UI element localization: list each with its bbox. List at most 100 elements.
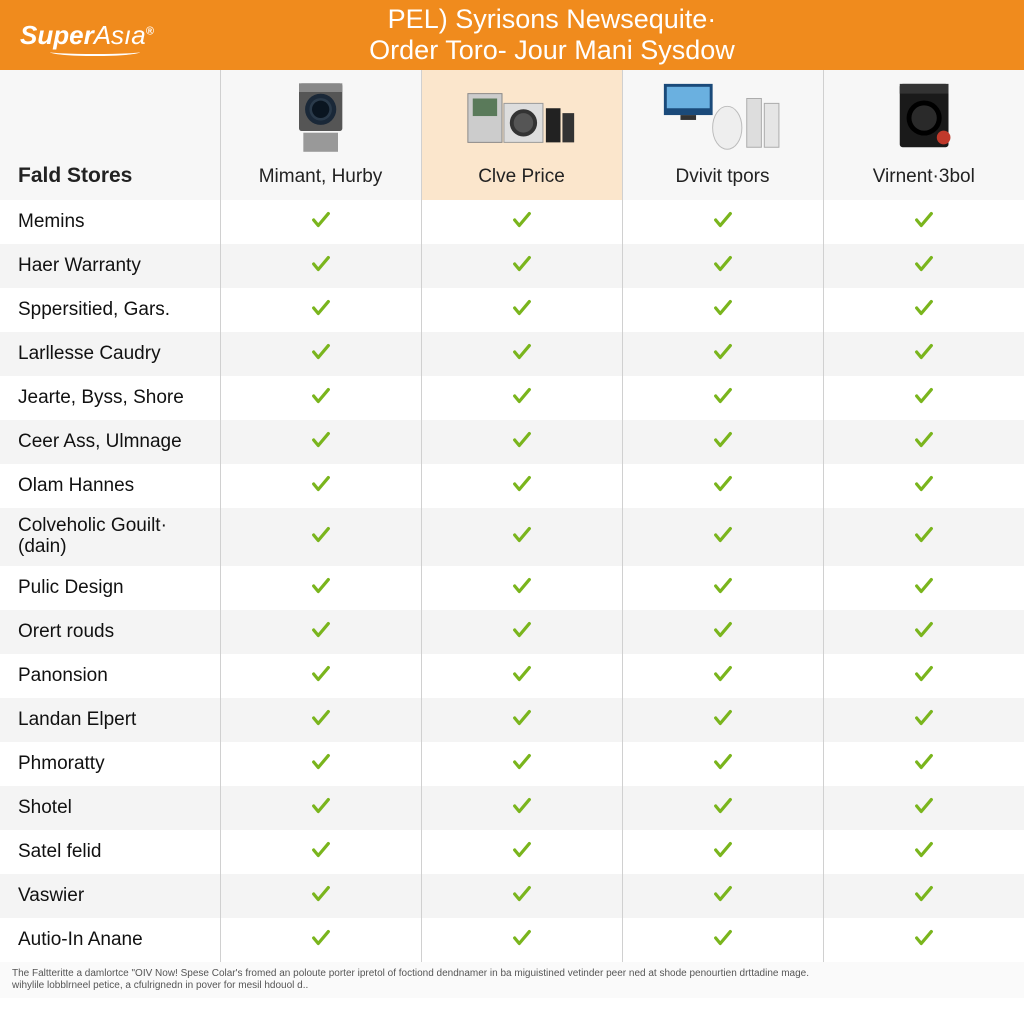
brand-logo: SuperAsıa® bbox=[20, 20, 200, 51]
feature-cell bbox=[220, 874, 421, 918]
logo-super: Super bbox=[20, 20, 94, 50]
table-header-row: Fald Stores Mimant, Hurby bbox=[0, 70, 1024, 200]
feature-cell bbox=[823, 464, 1024, 508]
table-row: Pulic Design bbox=[0, 566, 1024, 610]
check-icon bbox=[511, 473, 533, 495]
feature-cell bbox=[823, 288, 1024, 332]
check-icon bbox=[913, 883, 935, 905]
title-line1: PEL) Syrisons Newsequite· bbox=[200, 4, 904, 35]
check-icon bbox=[310, 707, 332, 729]
feature-cell bbox=[823, 786, 1024, 830]
feature-label: Ceer Ass, Ulmnage bbox=[0, 420, 220, 464]
check-icon bbox=[712, 707, 734, 729]
table-row: Autio-In Anane bbox=[0, 918, 1024, 962]
feature-cell bbox=[622, 786, 823, 830]
header-title: PEL) Syrisons Newsequite· Order Toro- Jo… bbox=[200, 4, 1004, 66]
check-icon bbox=[511, 751, 533, 773]
product-col-3[interactable]: Dvivit tpors bbox=[622, 70, 823, 200]
check-icon bbox=[310, 927, 332, 949]
check-icon bbox=[712, 575, 734, 597]
feature-cell bbox=[220, 610, 421, 654]
check-icon bbox=[913, 297, 935, 319]
feature-cell bbox=[823, 698, 1024, 742]
check-icon bbox=[712, 209, 734, 231]
feature-label: Satel felid bbox=[0, 830, 220, 874]
check-icon bbox=[310, 883, 332, 905]
check-icon bbox=[913, 524, 935, 546]
footer-note: The Faltteritte a damlortce "OIV Now! Sp… bbox=[0, 962, 1024, 998]
table-row: Vaswier bbox=[0, 874, 1024, 918]
feature-cell bbox=[421, 610, 622, 654]
table-row: Ceer Ass, Ulmnage bbox=[0, 420, 1024, 464]
footer-line1: The Faltteritte a damlortce "OIV Now! Sp… bbox=[12, 968, 1012, 980]
feature-cell bbox=[823, 244, 1024, 288]
check-icon bbox=[511, 707, 533, 729]
check-icon bbox=[310, 575, 332, 597]
feature-cell bbox=[823, 376, 1024, 420]
feature-label: Landan Elpert bbox=[0, 698, 220, 742]
check-icon bbox=[913, 209, 935, 231]
feature-cell bbox=[220, 830, 421, 874]
feature-cell bbox=[622, 244, 823, 288]
feature-cell bbox=[823, 874, 1024, 918]
feature-cell bbox=[421, 420, 622, 464]
feature-cell bbox=[220, 654, 421, 698]
logo-swoosh bbox=[50, 48, 140, 56]
feature-cell bbox=[220, 786, 421, 830]
feature-cell bbox=[823, 200, 1024, 244]
check-icon bbox=[712, 619, 734, 641]
table-row: Olam Hannes bbox=[0, 464, 1024, 508]
check-icon bbox=[511, 663, 533, 685]
feature-cell bbox=[220, 464, 421, 508]
feature-cell bbox=[823, 610, 1024, 654]
feature-cell bbox=[421, 698, 622, 742]
footer-line2: wihylile lobblrneel petice, a cfulrigned… bbox=[12, 980, 1012, 992]
check-icon bbox=[511, 575, 533, 597]
check-icon bbox=[511, 839, 533, 861]
check-icon bbox=[511, 795, 533, 817]
feature-cell bbox=[421, 830, 622, 874]
product-col-1[interactable]: Mimant, Hurby bbox=[220, 70, 421, 200]
check-icon bbox=[913, 575, 935, 597]
check-icon bbox=[310, 663, 332, 685]
product-image-3 bbox=[623, 78, 823, 158]
check-icon bbox=[712, 751, 734, 773]
table-row: Phmoratty bbox=[0, 742, 1024, 786]
check-icon bbox=[511, 209, 533, 231]
check-icon bbox=[712, 297, 734, 319]
feature-cell bbox=[220, 332, 421, 376]
feature-cell bbox=[622, 698, 823, 742]
feature-cell bbox=[622, 420, 823, 464]
feature-cell bbox=[421, 566, 622, 610]
comparison-table: Fald Stores Mimant, Hurby bbox=[0, 70, 1024, 962]
feature-cell bbox=[421, 508, 622, 566]
check-icon bbox=[712, 473, 734, 495]
electronics-group-icon bbox=[659, 79, 786, 157]
feature-cell bbox=[823, 654, 1024, 698]
check-icon bbox=[511, 524, 533, 546]
feature-cell bbox=[220, 376, 421, 420]
check-icon bbox=[913, 253, 935, 275]
feature-cell bbox=[220, 742, 421, 786]
feature-cell bbox=[823, 830, 1024, 874]
feature-cell bbox=[622, 464, 823, 508]
check-icon bbox=[712, 927, 734, 949]
check-icon bbox=[511, 927, 533, 949]
product-image-1 bbox=[221, 78, 421, 158]
feature-cell bbox=[421, 244, 622, 288]
check-icon bbox=[913, 429, 935, 451]
check-icon bbox=[511, 297, 533, 319]
product-col-4[interactable]: Virnent·3bol bbox=[823, 70, 1024, 200]
product-col-2[interactable]: Clve Price bbox=[421, 70, 622, 200]
feature-cell bbox=[823, 918, 1024, 962]
check-icon bbox=[913, 619, 935, 641]
feature-cell bbox=[421, 654, 622, 698]
check-icon bbox=[913, 385, 935, 407]
check-icon bbox=[310, 839, 332, 861]
check-icon bbox=[913, 663, 935, 685]
check-icon bbox=[511, 429, 533, 451]
feature-label: Jearte, Byss, Shore bbox=[0, 376, 220, 420]
feature-cell bbox=[622, 830, 823, 874]
black-washer-icon bbox=[890, 79, 958, 157]
comparison-table-wrap: Fald Stores Mimant, Hurby bbox=[0, 70, 1024, 962]
